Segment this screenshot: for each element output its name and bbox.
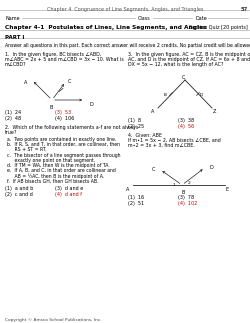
Text: (4)  56: (4) 56 — [178, 124, 194, 129]
Text: 57: 57 — [241, 7, 248, 12]
Text: B: B — [181, 190, 184, 195]
Text: exactly one point on that segment.: exactly one point on that segment. — [7, 158, 95, 163]
Text: d.  If TM = WA, then W is the midpoint of TA.: d. If TM = WA, then W is the midpoint of… — [7, 163, 110, 168]
Text: C: C — [152, 167, 156, 172]
Text: (1)  24: (1) 24 — [5, 110, 21, 115]
Text: Copyright © Amsco School Publications, Inc.: Copyright © Amsco School Publications, I… — [5, 318, 102, 322]
Text: c.  The bisector of a line segment passes through: c. The bisector of a line segment passes… — [7, 152, 120, 158]
Text: A: A — [151, 109, 154, 114]
Text: m∠ABC = 2x + 5 and m∠CBD = 3x − 10. What is: m∠ABC = 2x + 5 and m∠CBD = 3x − 10. What… — [5, 57, 124, 62]
Text: E: E — [226, 187, 229, 192]
Text: C: C — [181, 75, 185, 80]
Text: 3.  In the given figure, AC = CZ, B is the midpoint of: 3. In the given figure, AC = CZ, B is th… — [128, 52, 250, 57]
Text: (2)  c and d: (2) c and d — [5, 192, 33, 197]
Text: AB = ½AC, then B is the midpoint of A.: AB = ½AC, then B is the midpoint of A. — [7, 173, 104, 179]
Text: A: A — [24, 80, 28, 85]
Text: (1)  8: (1) 8 — [128, 118, 141, 123]
Text: e.  If A, B, and C, in that order are collinear and: e. If A, B, and C, in that order are col… — [7, 168, 116, 173]
Text: PART I: PART I — [5, 35, 24, 40]
Text: (3)  d and e: (3) d and e — [55, 186, 83, 191]
Text: 2: 2 — [188, 181, 191, 185]
Text: A: A — [126, 187, 130, 192]
Text: Answer all questions in this part. Each correct answer will receive 2 credits. N: Answer all questions in this part. Each … — [5, 43, 250, 48]
Text: D: D — [209, 165, 213, 170]
Text: If m∙1 = 5x − 2, AB bisects ∠CBE, and: If m∙1 = 5x − 2, AB bisects ∠CBE, and — [128, 138, 221, 143]
Text: f.  If AB bisects GH, then GH bisects AB.: f. If AB bisects GH, then GH bisects AB. — [7, 179, 98, 183]
Text: RS + ST = RT.: RS + ST = RT. — [7, 147, 46, 152]
Text: B: B — [50, 105, 53, 110]
Text: Date: Date — [195, 16, 207, 21]
Text: a.  Two points are contained in exactly one line.: a. Two points are contained in exactly o… — [7, 137, 116, 142]
Text: (4)  d and f: (4) d and f — [55, 192, 82, 197]
Text: 4.  Given: ABE: 4. Given: ABE — [128, 133, 162, 138]
Text: Class: Class — [138, 16, 151, 21]
Text: (3)  53: (3) 53 — [55, 110, 71, 115]
Text: 1.  In the given figure, BC bisects ∠ABD,: 1. In the given figure, BC bisects ∠ABD, — [5, 52, 101, 57]
Text: (1)  16: (1) 16 — [128, 195, 144, 200]
Text: b.  If R, S, and T, in that order, are collinear, then: b. If R, S, and T, in that order, are co… — [7, 142, 120, 147]
Text: Section Quiz [20 points]: Section Quiz [20 points] — [189, 25, 248, 30]
Text: Chapter 4  Congruence of Line Segments, Angles, and Triangles: Chapter 4 Congruence of Line Segments, A… — [47, 7, 203, 12]
Text: Z: Z — [213, 109, 216, 114]
Text: DX = 5x − 12, what is the length of AC?: DX = 5x − 12, what is the length of AC? — [128, 62, 224, 67]
Text: m∙2 = 3x + 3, find m∠CBE.: m∙2 = 3x + 3, find m∠CBE. — [128, 143, 195, 148]
Text: (1)  a and b: (1) a and b — [5, 186, 33, 191]
Text: Chapter 4-1  Postulates of Lines, Line Segments, and Angles: Chapter 4-1 Postulates of Lines, Line Se… — [5, 25, 206, 30]
Text: 1: 1 — [173, 183, 176, 187]
Text: AC, and D is the midpoint of CZ. If AC = 6x + 8 and: AC, and D is the midpoint of CZ. If AC =… — [128, 57, 250, 62]
Text: (3)  38: (3) 38 — [178, 118, 194, 123]
Text: B: B — [164, 93, 167, 97]
Text: D: D — [89, 102, 93, 107]
Text: (3)  78: (3) 78 — [178, 195, 194, 200]
Text: m∠CBD?: m∠CBD? — [5, 62, 26, 67]
Text: Name: Name — [5, 16, 20, 21]
Text: (2)  25: (2) 25 — [128, 124, 144, 129]
Text: (4)  106: (4) 106 — [55, 116, 74, 121]
Text: (2)  51: (2) 51 — [128, 201, 144, 206]
Text: true?: true? — [5, 130, 18, 135]
Text: 2.  Which of the following statements a-f are not always: 2. Which of the following statements a-f… — [5, 125, 138, 130]
Text: (2)  48: (2) 48 — [5, 116, 21, 121]
Text: D: D — [200, 93, 203, 97]
Text: (4)  102: (4) 102 — [178, 201, 197, 206]
Text: C: C — [68, 79, 71, 84]
